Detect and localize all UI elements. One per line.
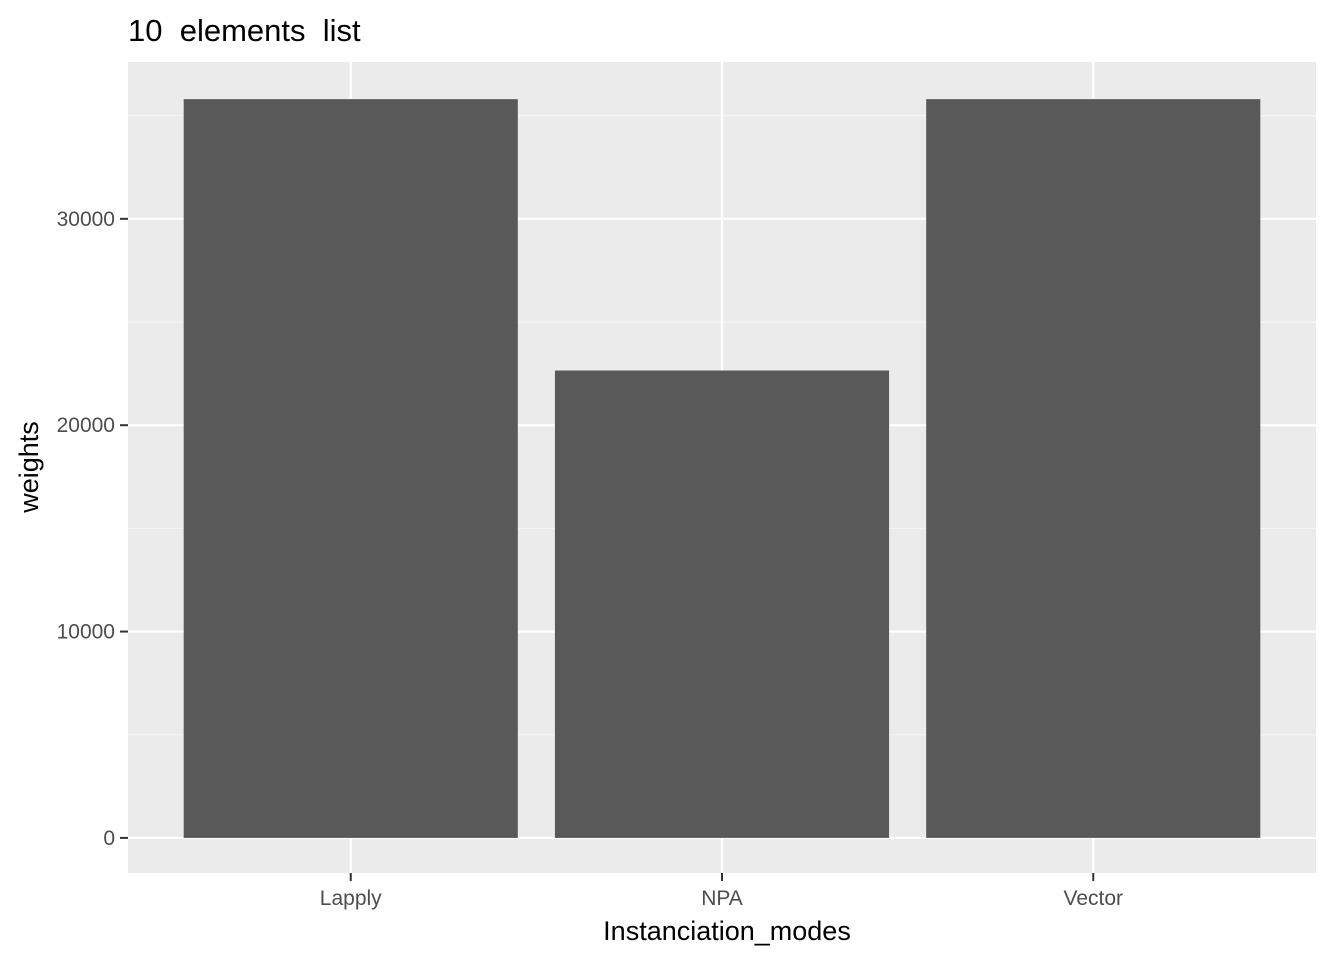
y-tick-label: 0 [103,827,115,850]
x-tick-label: NPA [701,887,743,910]
y-tick-label: 10000 [57,621,115,644]
y-axis-title: weights [14,421,44,514]
chart-title: 10 elements list [128,13,361,48]
bar-vector [926,99,1261,838]
bar-lapply [183,99,518,838]
y-tick-label: 30000 [57,208,115,231]
x-tick-label: Vector [1063,887,1123,910]
y-tick-label: 20000 [57,414,115,437]
x-axis-title: Instanciation_modes [603,916,851,946]
bars [183,99,1261,838]
x-tick-label: Lapply [320,887,382,910]
x-axis: Lapply NPA Vector [320,873,1123,910]
bar-npa [554,370,890,838]
y-axis: 0 10000 20000 30000 [57,208,128,850]
